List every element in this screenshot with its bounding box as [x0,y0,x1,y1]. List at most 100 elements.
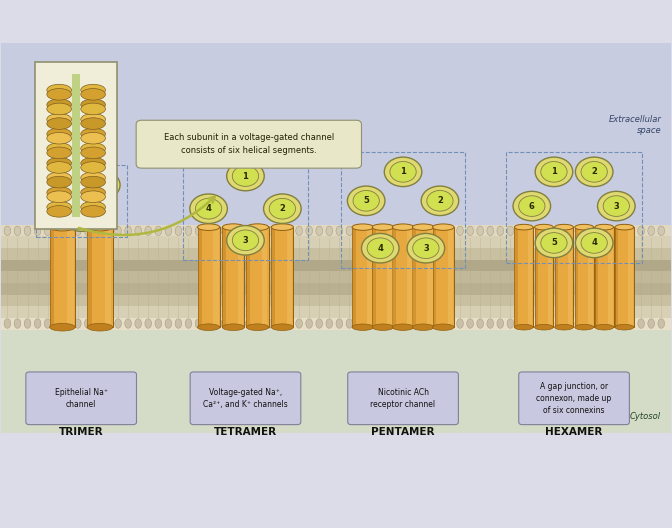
Bar [271,227,276,327]
Bar [595,227,614,327]
Ellipse shape [235,319,242,328]
Ellipse shape [81,157,106,169]
Circle shape [513,191,550,221]
Ellipse shape [47,118,71,129]
Bar [433,227,436,327]
Ellipse shape [81,133,106,144]
Ellipse shape [567,319,574,328]
Ellipse shape [433,224,454,230]
Ellipse shape [547,226,554,235]
Ellipse shape [205,319,212,328]
Bar [1,318,671,330]
Circle shape [519,196,545,216]
Bar [222,227,245,327]
Ellipse shape [527,319,534,328]
Text: 2: 2 [280,204,286,213]
Ellipse shape [81,191,106,203]
Bar [554,227,573,327]
Ellipse shape [575,224,593,230]
Ellipse shape [336,226,343,235]
Ellipse shape [85,226,91,235]
Bar [222,227,226,327]
Ellipse shape [255,319,262,328]
Ellipse shape [81,103,106,115]
Ellipse shape [81,176,106,188]
Ellipse shape [198,224,220,230]
Ellipse shape [517,319,523,328]
Ellipse shape [597,226,604,235]
Bar [413,227,434,327]
Ellipse shape [467,226,474,235]
Bar [528,227,532,327]
Bar [534,227,553,327]
Bar [105,227,112,327]
Bar [615,227,634,327]
Ellipse shape [286,226,292,235]
Ellipse shape [276,319,282,328]
Bar [262,227,267,327]
Bar [514,227,533,327]
Ellipse shape [44,226,51,235]
Ellipse shape [618,226,624,235]
Circle shape [353,191,379,211]
Ellipse shape [47,176,71,188]
Ellipse shape [47,103,71,115]
Ellipse shape [577,319,584,328]
Ellipse shape [105,319,112,328]
Circle shape [48,175,74,195]
Ellipse shape [306,226,312,235]
Bar [372,227,394,327]
Circle shape [62,202,100,231]
Ellipse shape [165,319,172,328]
Bar [247,227,251,327]
Bar [73,74,80,216]
Bar [506,152,642,263]
Ellipse shape [467,319,474,328]
Ellipse shape [255,226,262,235]
Ellipse shape [437,226,444,235]
Ellipse shape [346,226,353,235]
Circle shape [233,166,259,186]
Ellipse shape [615,224,634,230]
Ellipse shape [47,187,71,199]
Bar [568,227,573,327]
Ellipse shape [396,319,403,328]
Ellipse shape [81,99,106,110]
Text: Each subunit in a voltage-gated channel
consists of six helical segments.: Each subunit in a voltage-gated channel … [164,134,334,155]
Ellipse shape [195,226,202,235]
Ellipse shape [81,128,106,140]
Ellipse shape [477,226,484,235]
Ellipse shape [222,324,245,331]
Circle shape [362,233,399,263]
Ellipse shape [346,319,353,328]
Ellipse shape [376,226,383,235]
Ellipse shape [225,319,232,328]
Circle shape [575,228,613,258]
Ellipse shape [427,226,433,235]
Bar [287,227,292,327]
Bar [271,227,294,327]
Ellipse shape [4,226,11,235]
Bar [50,227,75,327]
Ellipse shape [554,324,573,330]
Ellipse shape [366,226,373,235]
Circle shape [88,175,114,195]
Bar [238,227,243,327]
Ellipse shape [85,319,91,328]
FancyBboxPatch shape [519,372,630,425]
Ellipse shape [417,226,423,235]
Ellipse shape [326,226,333,235]
Ellipse shape [534,224,553,230]
Ellipse shape [81,162,106,173]
Ellipse shape [50,223,75,231]
Ellipse shape [577,226,584,235]
Ellipse shape [658,319,665,328]
Ellipse shape [87,323,113,331]
Ellipse shape [125,226,132,235]
Ellipse shape [81,89,106,100]
Bar [595,227,598,327]
Ellipse shape [597,319,604,328]
Ellipse shape [47,172,71,184]
Ellipse shape [44,319,51,328]
Circle shape [603,196,630,216]
